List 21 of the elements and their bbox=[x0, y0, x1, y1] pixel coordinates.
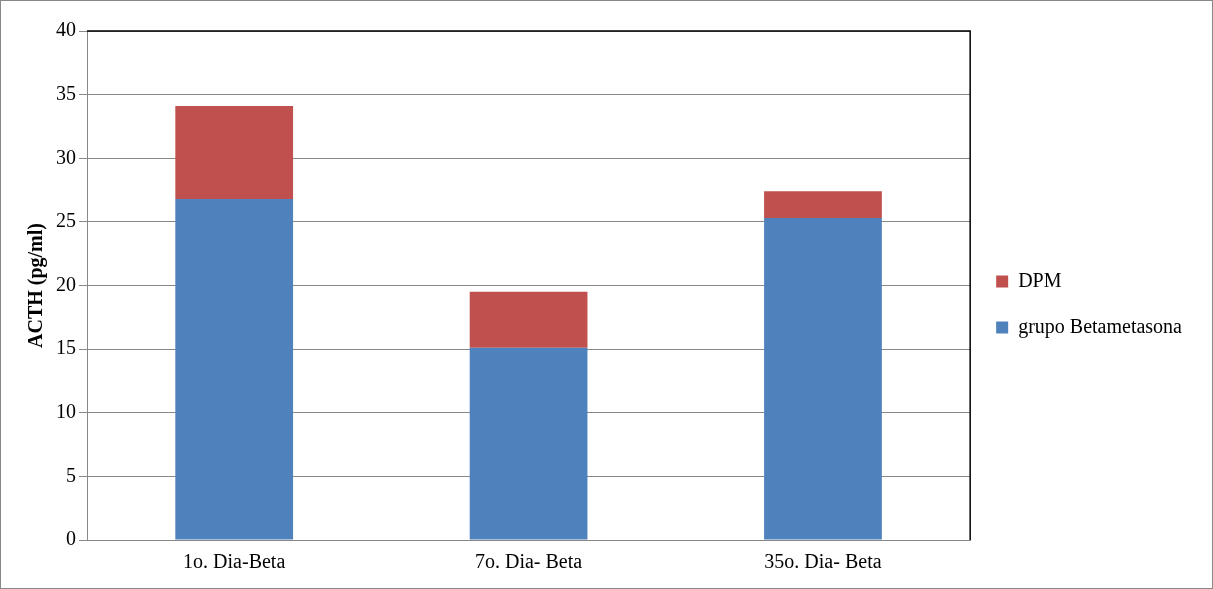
bar bbox=[469, 347, 588, 540]
y-tick-label: 20 bbox=[56, 272, 76, 295]
y-tick-label: 25 bbox=[56, 209, 76, 232]
y-tick-label: 0 bbox=[66, 527, 76, 550]
bar bbox=[764, 191, 882, 219]
legend-label: DPM bbox=[1018, 268, 1062, 291]
bar bbox=[764, 218, 882, 540]
x-tick-label: 1o. Dia-Beta bbox=[183, 550, 286, 573]
x-tick-label: 35o. Dia- Beta bbox=[764, 550, 882, 573]
bar bbox=[175, 106, 294, 199]
y-tick-label: 5 bbox=[66, 463, 76, 486]
bar bbox=[469, 291, 588, 348]
y-tick-label: 10 bbox=[56, 400, 76, 422]
y-tick-label: 15 bbox=[56, 336, 76, 359]
y-tick-label: 30 bbox=[56, 145, 76, 168]
y-tick-label: 35 bbox=[56, 81, 76, 104]
y-axis-title: ACTH (pg/ml) bbox=[24, 223, 48, 348]
y-tick-label: 40 bbox=[56, 18, 76, 41]
bar bbox=[175, 198, 294, 540]
x-tick-label: 7o. Dia- Beta bbox=[474, 550, 583, 573]
legend-label: grupo Betametasona bbox=[1018, 314, 1183, 338]
